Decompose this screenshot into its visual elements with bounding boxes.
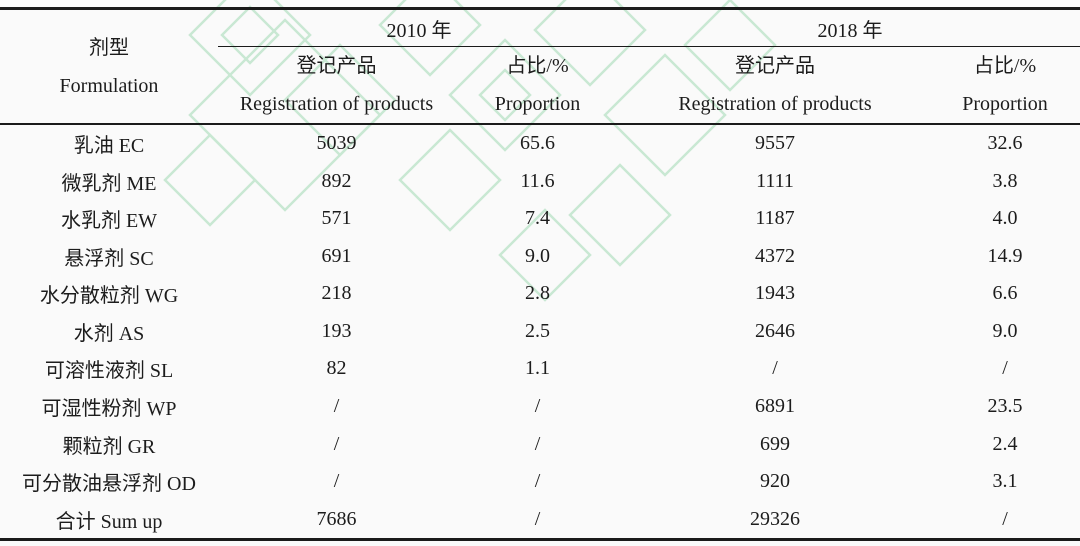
sub-header-row: 登记产品 Registration of products 占比/% Propo… [0, 46, 1080, 125]
cell-formulation: 乳油 EC [73, 135, 145, 158]
prop-2010-header-zh: 占比/% [506, 55, 569, 77]
cell-reg-2018: 6891 [755, 395, 795, 417]
cell-prop-2018: 14.9 [987, 244, 1023, 267]
cell-reg-2010: 7686 [316, 507, 357, 530]
cell-prop-2018: 6.6 [992, 282, 1018, 305]
cell-prop-2010: 1.1 [525, 357, 550, 380]
cell-reg-2018: 1943 [755, 282, 795, 305]
prop-2010-column-header: 占比/% Proportion [455, 46, 620, 125]
cell-prop-2018: / [1002, 357, 1008, 380]
cell-prop-2010: 11.6 [520, 169, 555, 192]
cell-formulation: 微乳剂 ME [61, 172, 157, 195]
cell-reg-2018: 29326 [750, 507, 800, 530]
cell-reg-2018: 699 [760, 432, 790, 455]
cell-formulation: 水分散粒剂 WG [39, 285, 179, 308]
cell-formulation: 可分散油悬浮剂 OD [22, 473, 196, 496]
prop-2010-header-en: Proportion [494, 93, 581, 115]
table-row-total: 合计 Sum up 7686 / 29326 / [0, 500, 1080, 539]
cell-prop-2010: / [534, 395, 541, 417]
cell-formulation: 悬浮剂 SC [64, 247, 154, 270]
cell-prop-2010: 7.4 [525, 207, 550, 230]
cell-reg-2018: 9557 [755, 132, 795, 155]
cell-reg-2018: / [772, 357, 778, 380]
cell-reg-2018: 1111 [756, 169, 794, 192]
reg-2018-header-zh: 登记产品 [735, 55, 815, 77]
table-row: 可分散油悬浮剂 OD / / 920 3.1 [0, 463, 1080, 501]
cell-prop-2018: 9.0 [992, 319, 1018, 342]
cell-reg-2018: 1187 [755, 207, 795, 230]
cell-reg-2010: / [333, 470, 340, 493]
cell-prop-2018: 4.0 [992, 207, 1018, 230]
year-2010-header: 2010 年 [218, 8, 620, 47]
reg-2018-column-header: 登记产品 Registration of products [620, 46, 930, 125]
prop-2018-header-zh: 占比/% [973, 55, 1037, 77]
formulation-column-header: 剂型 Formulation [0, 8, 218, 125]
reg-2010-header-en: Registration of products [239, 93, 434, 115]
cell-reg-2010: 691 [321, 244, 352, 267]
cell-formulation: 可湿性粉剂 WP [41, 398, 177, 420]
cell-prop-2018: 32.6 [987, 132, 1023, 155]
reg-2018-header-en: Registration of products [678, 93, 872, 115]
table-row: 颗粒剂 GR / / 699 2.4 [0, 425, 1080, 463]
cell-formulation: 颗粒剂 GR [62, 435, 156, 458]
cell-prop-2010: / [534, 432, 541, 455]
cell-prop-2010: 2.5 [525, 319, 550, 342]
table-row: 可溶性液剂 SL 82 1.1 / / [0, 350, 1080, 388]
cell-reg-2010: / [333, 395, 340, 417]
cell-prop-2010: / [534, 470, 541, 493]
cell-prop-2010: 65.6 [520, 132, 555, 155]
table-row: 悬浮剂 SC 691 9.0 4372 14.9 [0, 238, 1080, 276]
prop-2018-header-en: Proportion [962, 93, 1048, 115]
cell-reg-2010: 5039 [316, 132, 357, 155]
cell-prop-2018: 2.4 [992, 432, 1018, 455]
cell-formulation: 可溶性液剂 SL [44, 360, 174, 383]
formulation-registration-table: 剂型 Formulation 2010 年 2018 年 登记产品 Regist… [0, 7, 1080, 541]
cell-formulation: 水剂 AS [73, 322, 145, 345]
prop-2018-column-header: 占比/% Proportion [930, 46, 1080, 125]
table-row: 微乳剂 ME 892 11.6 1111 3.8 [0, 163, 1080, 201]
cell-prop-2018: 23.5 [987, 395, 1023, 417]
table-row: 乳油 EC 5039 65.6 9557 32.6 [0, 124, 1080, 163]
cell-reg-2018: 4372 [755, 244, 795, 267]
cell-reg-2010: 892 [321, 169, 352, 192]
table-row: 水分散粒剂 WG 218 2.8 1943 6.6 [0, 275, 1080, 313]
cell-prop-2010: 9.0 [525, 244, 550, 267]
cell-formulation: 水乳剂 EW [60, 210, 158, 233]
table-row: 水剂 AS 193 2.5 2646 9.0 [0, 313, 1080, 351]
cell-formulation: 合计 Sum up [55, 510, 163, 533]
reg-2010-header-zh: 登记产品 [296, 55, 377, 77]
formulation-header-en: Formulation [59, 74, 159, 97]
cell-reg-2010: 571 [321, 207, 352, 230]
cell-reg-2010: 218 [321, 282, 352, 305]
cell-reg-2010: 193 [321, 319, 352, 342]
cell-reg-2010: / [333, 432, 340, 455]
cell-prop-2018: / [1002, 507, 1008, 530]
formulation-header-zh: 剂型 [89, 36, 129, 59]
cell-prop-2010: / [534, 507, 541, 530]
year-header-row: 剂型 Formulation 2010 年 2018 年 [0, 8, 1080, 125]
cell-reg-2010: 82 [326, 357, 347, 380]
cell-reg-2018: 2646 [755, 319, 795, 342]
cell-prop-2018: 3.1 [992, 470, 1018, 493]
table-row: 水乳剂 EW 571 7.4 1187 4.0 [0, 200, 1080, 238]
reg-2010-column-header: 登记产品 Registration of products [218, 46, 455, 125]
cell-prop-2018: 3.8 [992, 169, 1018, 192]
table-row: 可湿性粉剂 WP / / 6891 23.5 [0, 388, 1080, 426]
year-2018-header: 2018 年 [620, 8, 1080, 47]
table-body: 乳油 EC 5039 65.6 9557 32.6 微乳剂 ME 892 11.… [0, 124, 1080, 540]
cell-prop-2010: 2.8 [525, 282, 550, 305]
cell-reg-2018: 920 [760, 470, 790, 493]
